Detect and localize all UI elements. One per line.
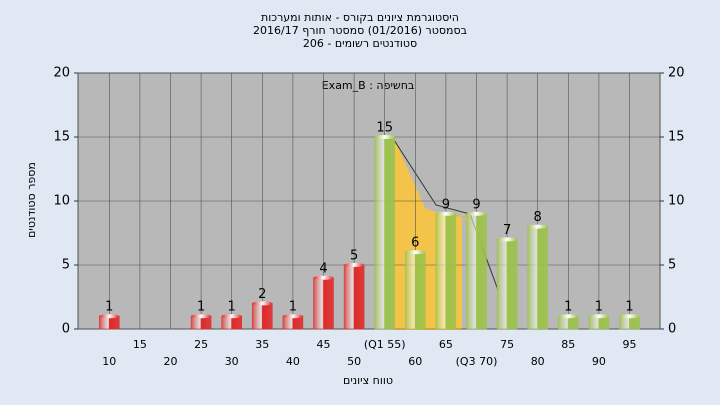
bar	[343, 264, 365, 330]
value-label: 1	[228, 300, 236, 315]
x-tick-label: 45	[317, 338, 331, 351]
value-label: 1	[564, 300, 572, 315]
bar-cap	[252, 301, 273, 306]
value-label: 9	[472, 197, 480, 212]
y2-tick-label: 5	[668, 258, 676, 273]
value-label: 6	[411, 236, 419, 251]
bar	[527, 226, 548, 330]
bar-cap	[466, 211, 487, 216]
value-label: 8	[534, 210, 542, 225]
x-tick-label: 30	[225, 355, 239, 368]
x-tick-label: (Q3 70)	[456, 355, 498, 368]
bar-cap	[313, 275, 334, 280]
x-tick-label: 90	[592, 355, 606, 368]
x-tick-label: (Q1 55)	[364, 338, 406, 351]
value-label: 5	[350, 249, 358, 264]
x-axis-label: טווח ציונים	[343, 374, 393, 387]
y-tick-label: 0	[62, 322, 70, 337]
value-label: 1	[197, 300, 205, 315]
x-tick-label: 60	[408, 355, 422, 368]
bar-cap	[527, 224, 548, 229]
value-label: 1	[289, 300, 297, 315]
y-tick-label: 15	[53, 130, 70, 145]
y2-tick-label: 10	[668, 194, 685, 209]
y-tick-label: 10	[53, 194, 70, 209]
y-tick-label: 20	[53, 66, 70, 81]
title-line: היסטוגרמת ציונים בקורס - אותות ומערכות	[261, 11, 459, 24]
value-label: 4	[319, 261, 327, 276]
value-label: 15	[376, 121, 393, 136]
x-tick-label: 15	[133, 338, 147, 351]
x-tick-label: 20	[164, 355, 178, 368]
bar	[252, 303, 273, 330]
x-tick-label: 75	[500, 338, 514, 351]
bar	[313, 277, 334, 330]
y-tick-label: 5	[62, 258, 70, 273]
annotation: Exam_B : בחשיפה	[322, 79, 415, 92]
x-tick-label: 65	[439, 338, 453, 351]
bar-cap	[282, 314, 303, 319]
bar-cap	[405, 250, 426, 255]
bar-cap	[344, 263, 365, 267]
title-line: סטודנטים רשומים - 206	[303, 37, 417, 50]
bar-cap	[497, 237, 518, 242]
y2-tick-label: 0	[668, 322, 676, 337]
x-tick-label: 40	[286, 355, 300, 368]
bar-cap	[435, 211, 456, 216]
value-label: 1	[595, 300, 603, 315]
y2-tick-label: 20	[668, 66, 685, 81]
bar	[405, 251, 426, 330]
bar-cap	[99, 314, 120, 319]
x-tick-label: 50	[347, 355, 361, 368]
x-tick-label: 80	[531, 355, 545, 368]
bar	[374, 136, 395, 330]
bar	[496, 239, 518, 330]
y-axis-label: מספר סטודנטים	[25, 162, 38, 238]
bar-cap	[374, 135, 395, 139]
x-tick-label: 35	[255, 338, 269, 351]
bar-cap	[558, 314, 579, 319]
value-label: 1	[625, 300, 633, 315]
title-line: בסמסטר (01/2016) סמסטר חורף 2016/17	[253, 24, 467, 37]
y2-tick-label: 15	[668, 130, 685, 145]
value-label: 1	[105, 300, 113, 315]
bar	[435, 213, 457, 330]
bar-cap	[588, 314, 609, 319]
value-label: 2	[258, 287, 266, 302]
x-tick-label: 85	[561, 338, 575, 351]
bar-cap	[619, 314, 640, 319]
bar-cap	[191, 314, 212, 319]
x-tick-label: 25	[194, 338, 208, 351]
value-label: 9	[442, 197, 450, 212]
x-tick-label: 10	[102, 355, 116, 368]
value-label: 7	[503, 223, 511, 238]
bar-cap	[221, 314, 242, 319]
x-tick-label: 95	[623, 338, 637, 351]
bar	[466, 213, 487, 330]
